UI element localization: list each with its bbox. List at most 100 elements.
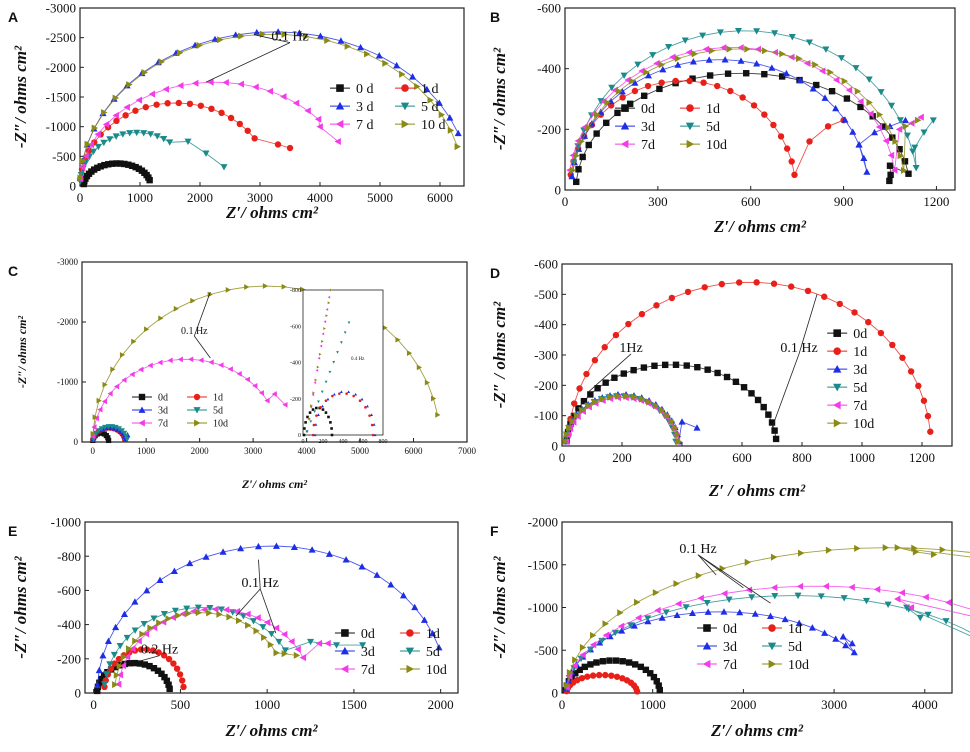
data-point: [84, 140, 91, 148]
data-point: [585, 402, 592, 410]
data-point: [688, 609, 696, 617]
data-point: [286, 144, 294, 152]
series-line: [92, 358, 286, 437]
data-point: [435, 99, 443, 106]
data-point: [638, 67, 645, 75]
data-point: [454, 129, 462, 137]
data-point: [104, 637, 112, 644]
data-point: [147, 624, 154, 632]
data-point: [573, 412, 581, 420]
inset-data-point: [310, 404, 313, 408]
data-point: [207, 78, 214, 86]
inset-data-point: [325, 314, 329, 318]
annotation-arrow: [205, 42, 291, 83]
data-point: [177, 356, 183, 363]
data-point: [307, 638, 315, 646]
data-point: [930, 550, 938, 559]
data-point: [662, 609, 670, 616]
data-point: [750, 102, 758, 109]
data-point: [656, 85, 663, 93]
series-1d: [101, 646, 187, 691]
legend-marker: [401, 84, 409, 92]
data-point: [115, 655, 123, 663]
data-point: [674, 431, 682, 439]
legend-label: 0d: [853, 327, 867, 342]
legend-marker: [138, 393, 146, 401]
data-point: [601, 344, 608, 351]
data-point: [123, 103, 130, 111]
data-point: [138, 366, 144, 373]
data-point: [179, 677, 186, 684]
data-point: [447, 126, 455, 134]
inset-data-point: [330, 433, 334, 437]
data-point: [682, 604, 690, 611]
data-point: [607, 393, 614, 401]
data-point: [922, 593, 929, 601]
data-point: [156, 576, 164, 584]
data-point: [147, 362, 153, 369]
data-point: [753, 60, 761, 67]
data-point: [579, 643, 587, 651]
data-point: [170, 567, 178, 574]
data-point: [658, 614, 666, 621]
series-line: [92, 285, 439, 434]
y-axis-label: -Z″/ ohms cm²: [490, 555, 509, 658]
data-point: [903, 132, 911, 140]
data-point: [644, 615, 652, 622]
data-point: [572, 656, 579, 664]
data-point: [652, 589, 660, 597]
data-point: [110, 366, 116, 373]
data-point: [142, 103, 150, 111]
legend-marker: [620, 139, 629, 149]
data-point: [337, 37, 345, 44]
data-point: [901, 158, 909, 165]
data-point: [821, 293, 828, 300]
data-point: [281, 30, 288, 38]
data-point: [770, 553, 778, 561]
legend-label: 7 d: [356, 118, 374, 133]
data-point: [602, 671, 609, 679]
data-point: [668, 417, 676, 426]
legend-marker: [685, 122, 695, 131]
data-point: [873, 585, 881, 593]
annotation-label: 0.1 Hz: [679, 542, 716, 557]
data-point: [239, 613, 247, 620]
data-point: [723, 373, 731, 381]
legend-label: 1d: [853, 345, 867, 360]
legend-marker: [767, 642, 777, 651]
legend-label: 5d: [213, 406, 223, 417]
y-tick-label: 0: [552, 686, 559, 701]
data-point: [812, 61, 819, 69]
data-point: [897, 152, 904, 160]
data-point: [272, 624, 280, 632]
data-point: [126, 130, 134, 137]
data-point: [770, 121, 777, 129]
legend-label: 7d: [361, 663, 375, 678]
x-tick-label: 1000: [254, 697, 280, 712]
inset-data-point: [339, 341, 343, 344]
data-point: [813, 81, 820, 89]
data-point: [186, 559, 194, 567]
data-point: [571, 400, 578, 407]
x-tick-label: 500: [171, 697, 191, 712]
data-point: [95, 666, 103, 674]
data-point: [694, 364, 701, 371]
x-tick-label: 6000: [405, 446, 424, 456]
data-point: [612, 331, 620, 339]
data-point: [924, 611, 932, 619]
data-point: [584, 673, 591, 680]
data-point: [617, 609, 624, 617]
data-point: [689, 58, 697, 65]
panel-d: D 0 200 400 600 800 1000 1200 0 -100 -200 -300 -400 -…: [490, 257, 953, 500]
panel-letter: A: [8, 9, 18, 25]
data-point: [907, 603, 915, 612]
series-10d: [562, 392, 683, 446]
annotation-label: 1Hz: [619, 341, 642, 356]
x-tick-label: 800: [792, 450, 812, 465]
inset-data-point: [329, 421, 332, 424]
data-point: [144, 326, 150, 333]
inset-y-tick-label: -200: [290, 397, 301, 403]
data-point: [271, 391, 277, 397]
data-point: [720, 608, 728, 615]
data-point: [685, 48, 693, 56]
